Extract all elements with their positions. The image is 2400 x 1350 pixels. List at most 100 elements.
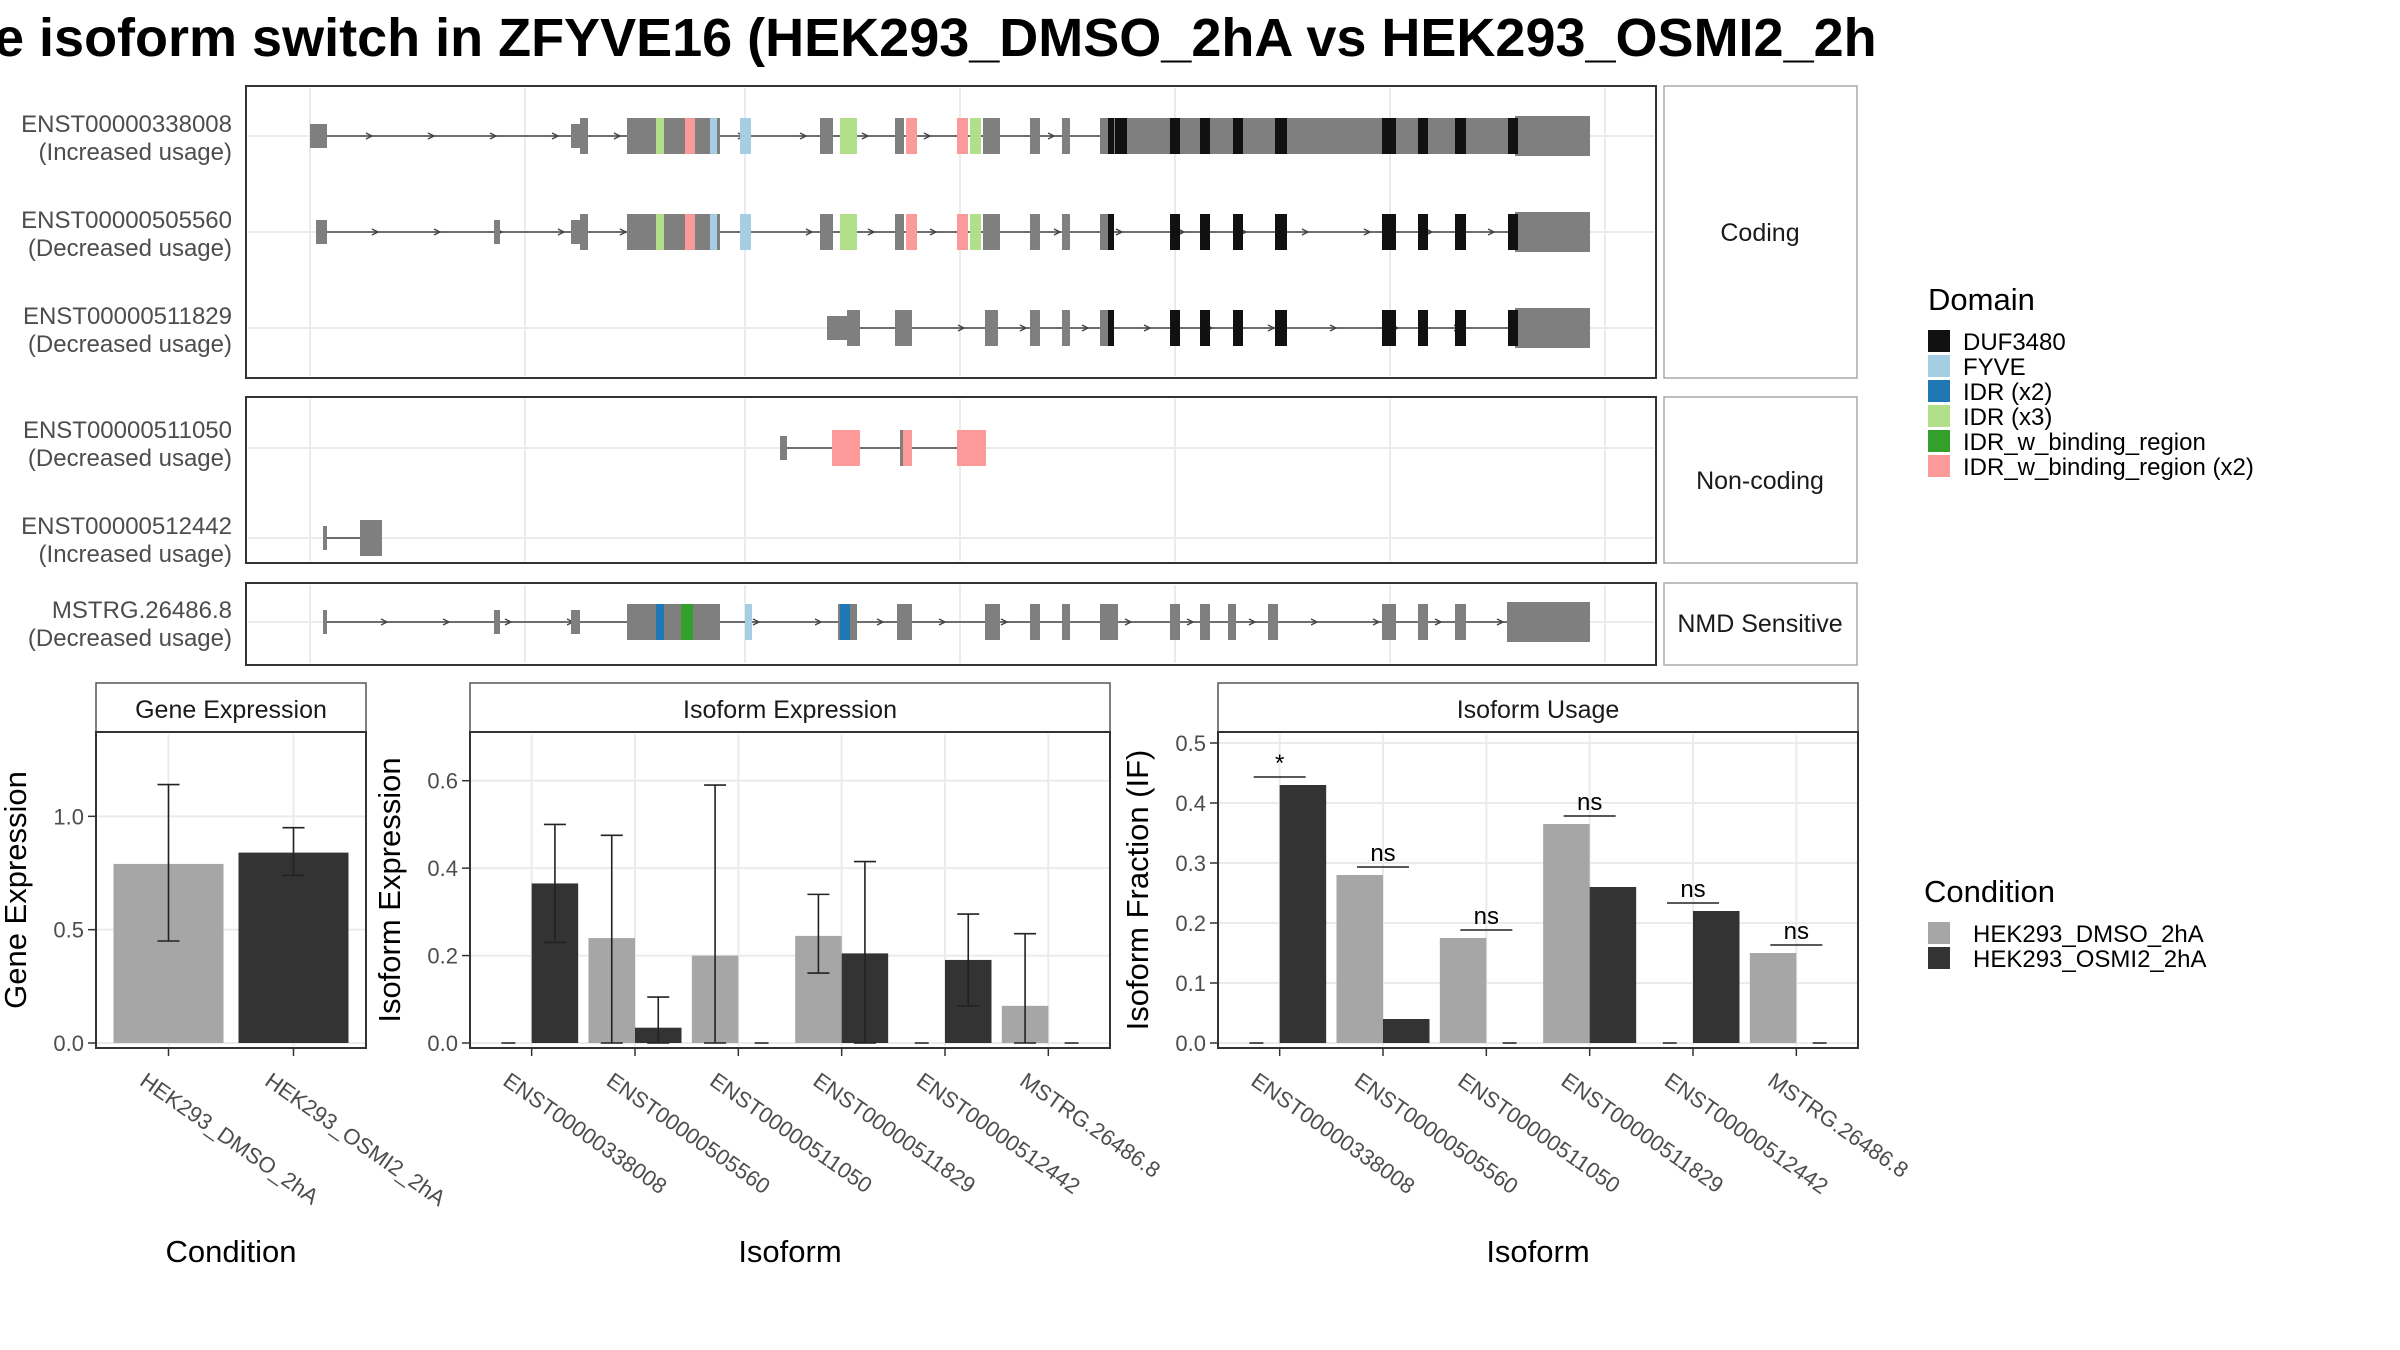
domain-block	[1275, 214, 1287, 250]
exon	[827, 316, 847, 340]
legend-label: IDR_w_binding_region	[1963, 429, 2206, 456]
strand-arrow	[1372, 618, 1381, 626]
domain-block	[710, 118, 717, 154]
strand-arrow	[929, 228, 938, 236]
x-axis-title: Isoform	[738, 1234, 841, 1269]
y-tick-label: 0.4	[427, 856, 458, 881]
exon	[310, 124, 327, 148]
y-tick-label: 0.4	[1175, 791, 1206, 816]
exon	[323, 526, 327, 550]
strand-arrow	[365, 132, 374, 140]
legend-swatch	[1928, 947, 1950, 969]
legend-label: HEK293_OSMI2_2hA	[1973, 946, 2206, 973]
panel-strip	[469, 682, 1111, 733]
bar	[1279, 785, 1327, 1043]
isoform-id: ENST00000511050	[23, 417, 232, 444]
domain-block	[1233, 310, 1243, 346]
exon	[1030, 310, 1040, 346]
domain-block	[710, 214, 717, 250]
isoform-usage: (Decreased usage)	[28, 331, 232, 358]
strand-arrow	[1186, 618, 1195, 626]
domain-block	[970, 214, 981, 250]
exon	[1062, 604, 1070, 640]
exon	[895, 310, 912, 346]
legend-swatch	[1928, 330, 1950, 352]
domain-block	[1418, 310, 1428, 346]
isoform-id: ENST00000512442	[21, 513, 232, 540]
strand-arrow	[861, 132, 870, 140]
strand-arrow	[876, 618, 885, 626]
bar	[1336, 875, 1383, 1043]
exon	[571, 220, 580, 244]
strand-arrow	[433, 228, 442, 236]
y-tick-label: 0.5	[1175, 731, 1206, 756]
legend-swatch	[1928, 455, 1950, 477]
isoform-usage: (Decreased usage)	[28, 625, 232, 652]
panel-title: Isoform Usage	[1457, 696, 1620, 724]
strand-arrow	[799, 132, 808, 140]
exon	[983, 214, 1000, 250]
significance-label: ns	[1370, 840, 1395, 867]
y-axis-title: Gene Expression	[0, 771, 33, 1009]
strand-arrow	[1081, 324, 1090, 332]
bar	[1543, 824, 1590, 1043]
legend-label: IDR_w_binding_region (x2)	[1963, 454, 2254, 481]
panel-title: Isoform Expression	[683, 696, 897, 724]
exon	[820, 214, 833, 250]
exon	[1268, 604, 1278, 640]
y-tick-label: 0.2	[427, 944, 458, 969]
domain-block	[1418, 118, 1428, 154]
domain-block	[840, 118, 857, 154]
strand-arrow	[805, 228, 814, 236]
legend-label: DUF3480	[1963, 329, 2066, 356]
strip-noncoding-label: Non-coding	[1696, 467, 1824, 495]
domain-block	[832, 430, 860, 466]
bar	[1439, 938, 1487, 1043]
domain-block	[906, 118, 917, 154]
exon	[985, 310, 998, 346]
exon	[571, 610, 580, 634]
panel-strip	[1217, 682, 1859, 733]
strand-arrow	[1301, 228, 1310, 236]
y-tick-label: 0.5	[53, 918, 84, 943]
domain-block	[1200, 310, 1210, 346]
domain-block	[903, 430, 912, 466]
domain-legend-title: Domain	[1928, 282, 2035, 317]
strip-nmd-label: NMD Sensitive	[1677, 610, 1842, 638]
structure-facet-noncoding	[245, 396, 1657, 564]
domain-block	[740, 118, 751, 154]
isoform-id: ENST00000338008	[21, 111, 232, 138]
domain-block	[1233, 118, 1243, 154]
isoform-usage-panel: Isoform Usage0.00.10.20.30.40.5ENST00000…	[1120, 682, 1913, 1269]
exon	[1418, 604, 1428, 640]
exon	[494, 610, 500, 634]
domain-block	[1455, 310, 1466, 346]
strand-arrow	[1115, 228, 1124, 236]
domain-block	[1170, 310, 1180, 346]
domain-block	[1455, 118, 1466, 154]
bar	[238, 852, 349, 1043]
legend-label: IDR (x2)	[1963, 379, 2052, 406]
significance-label: ns	[1577, 789, 1602, 816]
y-tick-label: 0.6	[427, 769, 458, 794]
structure-panel: Coding Non-coding NMD Sensitive ENST0000…	[21, 85, 1858, 666]
exon	[1455, 604, 1466, 640]
strand-arrow	[1363, 228, 1372, 236]
strand-arrow	[1053, 228, 1062, 236]
strip-nmd	[1663, 582, 1858, 666]
y-tick-label: 1.0	[53, 804, 84, 829]
strand-arrow	[1143, 324, 1152, 332]
domain-block	[1455, 214, 1466, 250]
domain-block	[681, 604, 693, 640]
isoform-usage: (Decreased usage)	[28, 445, 232, 472]
exon	[990, 604, 1000, 640]
significance-label: ns	[1784, 918, 1809, 945]
strand-arrow	[1124, 618, 1133, 626]
exon	[895, 118, 904, 154]
figure-title: e isoform switch in ZFYVE16 (HEK293_DMSO…	[0, 8, 1877, 68]
significance-label: ns	[1474, 903, 1499, 930]
legend-swatch	[1928, 405, 1950, 427]
legend-label: FYVE	[1963, 354, 2026, 381]
strand-arrow	[923, 132, 932, 140]
domain-block	[840, 604, 850, 640]
